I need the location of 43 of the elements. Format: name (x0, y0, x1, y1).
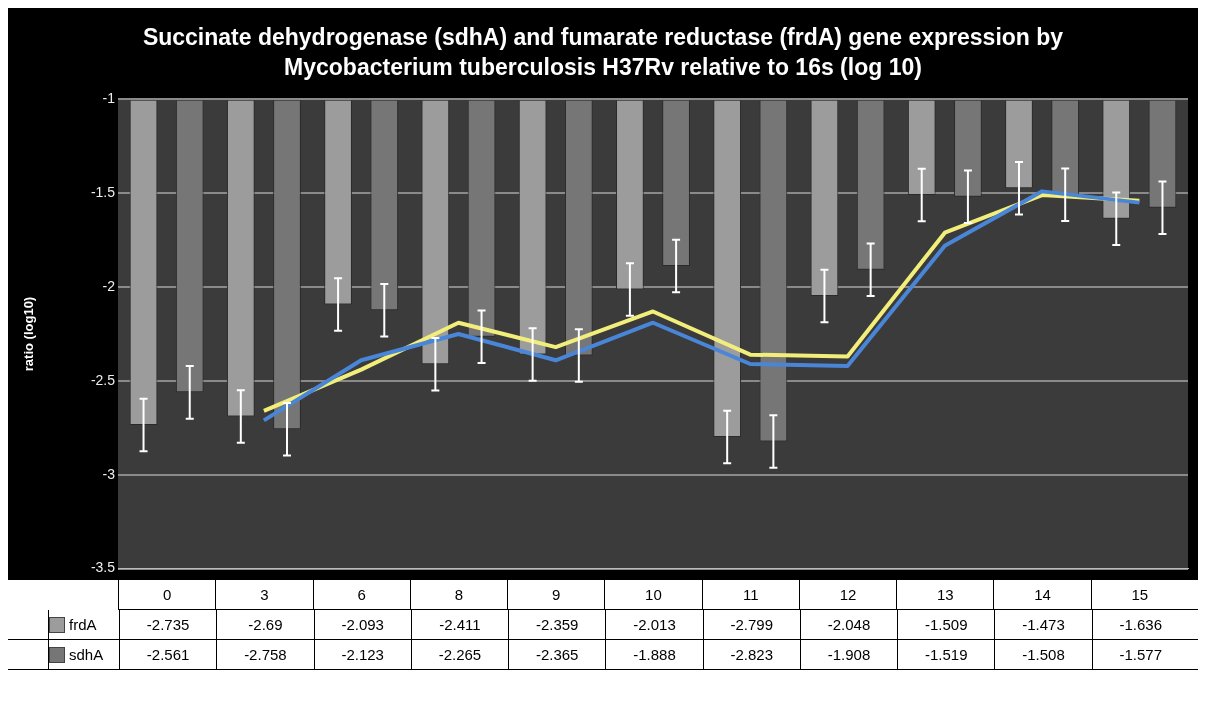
x-tick-label: 10 (604, 580, 702, 609)
data-label: -2.093 (313, 610, 411, 639)
y-axis-title: ratio (log10) (21, 296, 37, 372)
y-tick-label: -1.5 (90, 184, 116, 201)
data-label: -2.123 (313, 640, 411, 669)
data-label: -2.561 (119, 640, 217, 669)
x-tick-label: 15 (1090, 580, 1188, 609)
data-label: -1.473 (994, 610, 1092, 639)
y-tick-label: -2.5 (90, 371, 116, 388)
legend-label: sdhA (69, 646, 104, 663)
data-label: -2.411 (410, 610, 509, 639)
data-label: -2.359 (508, 610, 606, 639)
data-label: -1.519 (897, 640, 995, 669)
data-label: -2.365 (508, 640, 606, 669)
x-tick-label: 13 (896, 580, 994, 609)
data-label: -2.69 (216, 610, 314, 639)
data-label: -2.048 (799, 610, 898, 639)
data-label: -2.265 (410, 640, 509, 669)
data-label: -1.888 (605, 640, 703, 669)
data-label: -1.908 (799, 640, 898, 669)
data-label: -2.013 (605, 610, 703, 639)
x-tick-label: 11 (701, 580, 799, 609)
data-label: -2.799 (702, 610, 800, 639)
data-label: -2.823 (702, 640, 800, 669)
legend-label: frdA (69, 616, 97, 633)
data-label: -1.636 (1091, 610, 1189, 639)
chart-title: Succinate dehydrogenase (sdhA) and fumarate reductase (frdA) gene expression by Mycobacterium tuberculosis H37Rv relative to 16s (log 10) (141, 23, 1065, 82)
x-tick-label: 3 (215, 580, 313, 609)
data-label: -2.735 (119, 610, 217, 639)
x-tick-label: 6 (312, 580, 410, 609)
data-label: -1.577 (1091, 640, 1189, 669)
y-tick-label: -3 (102, 465, 116, 482)
data-label: -2.758 (216, 640, 314, 669)
x-tick-label: 9 (507, 580, 605, 609)
data-label: -1.508 (994, 640, 1092, 669)
x-tick-label: 8 (409, 580, 508, 609)
y-tick-label: -2 (102, 277, 116, 294)
x-tick-label: 14 (993, 580, 1091, 609)
y-tick-label: -3.5 (90, 559, 116, 576)
x-tick-label: 0 (118, 580, 216, 609)
data-label: -1.509 (897, 610, 995, 639)
y-tick-label: -1 (102, 90, 116, 107)
x-tick-label: 12 (798, 580, 897, 609)
